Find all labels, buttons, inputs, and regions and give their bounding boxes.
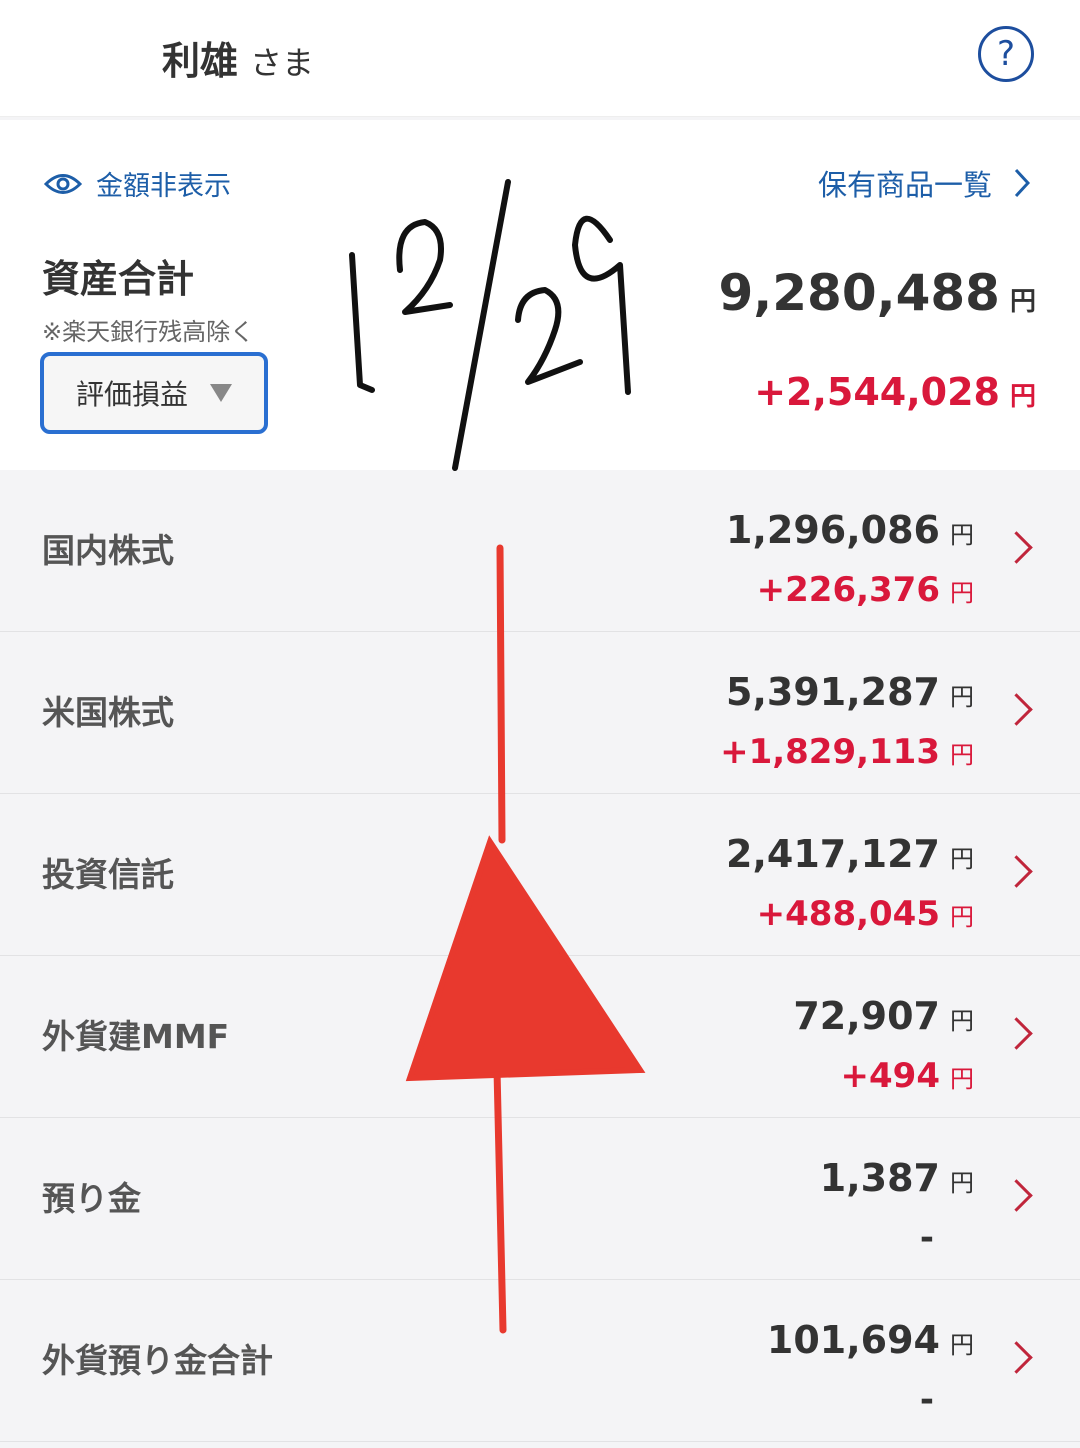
- asset-gain: +488,045 円: [757, 894, 974, 934]
- gain-value: +1,829,113: [720, 732, 940, 772]
- asset-row[interactable]: 外貨建MMF 72,907 円 +494 円: [0, 956, 1080, 1118]
- asset-gain: +226,376 円: [757, 570, 974, 610]
- honorific: さま: [250, 44, 315, 82]
- yen-unit: 円: [950, 1007, 974, 1035]
- asset-category-label: 外貨預り金合計: [42, 1341, 273, 1380]
- display-mode-value: 評価損益: [75, 378, 188, 411]
- asset-category-label: 投資信託: [42, 855, 174, 894]
- page-title: 資産合計: [42, 257, 195, 301]
- asset-category-label: 国内株式: [42, 531, 174, 570]
- asset-row[interactable]: 国内株式 1,296,086 円 +226,376 円: [0, 470, 1080, 632]
- gain-value: +226,376: [756, 570, 940, 610]
- gain-value: +2,544,028: [754, 370, 1000, 414]
- holdings-list-label: 保有商品一覧: [817, 168, 992, 202]
- yen-unit: 円: [1009, 287, 1036, 317]
- yen-unit: 円: [950, 521, 974, 549]
- amount-value: 72,907: [793, 994, 940, 1038]
- gain-value: -: [919, 1218, 934, 1258]
- hide-amount-label: 金額非表示: [96, 171, 231, 202]
- chevron-right-icon: [1000, 531, 1033, 564]
- yen-unit: 円: [1009, 382, 1036, 412]
- asset-category-label: 米国株式: [42, 693, 174, 732]
- hide-amount-toggle[interactable]: 金額非表示: [44, 164, 231, 203]
- asset-category-label: 外貨建MMF: [42, 1017, 230, 1056]
- yen-unit: 円: [950, 1331, 974, 1359]
- asset-category-list: 国内株式 1,296,086 円 +226,376 円 米国株式 5,391,287…: [0, 470, 1080, 1442]
- asset-row[interactable]: 外貨預り金合計 101,694 円 -: [0, 1280, 1080, 1442]
- asset-category-label: 預り金: [42, 1179, 141, 1218]
- yen-unit: 円: [950, 845, 974, 873]
- chevron-right-icon: [1000, 693, 1033, 726]
- asset-gain: +494 円: [841, 1056, 974, 1096]
- asset-gain: -: [920, 1380, 934, 1420]
- amount-value: 1,387: [819, 1156, 940, 1200]
- total-assets: 9,280,488 円: [718, 264, 1036, 322]
- yen-unit: 円: [950, 579, 974, 607]
- amount-value: 2,417,127: [726, 832, 940, 876]
- asset-amount: 72,907 円: [793, 994, 974, 1038]
- asset-gain: -: [920, 1218, 934, 1258]
- gain-value: -: [919, 1380, 934, 1420]
- asset-amount: 5,391,287 円: [726, 670, 974, 714]
- total-value: 9,280,488: [718, 264, 1000, 322]
- eye-icon: [44, 173, 82, 194]
- total-gain: +2,544,028 円: [754, 370, 1036, 414]
- asset-row[interactable]: 投資信託 2,417,127 円 +488,045 円: [0, 794, 1080, 956]
- chevron-right-icon: [1000, 855, 1033, 888]
- question-circle-icon: ?: [996, 34, 1016, 74]
- yen-unit: 円: [950, 1065, 974, 1093]
- user-name: 利雄: [162, 39, 239, 83]
- asset-gain: +1,829,113 円: [720, 732, 974, 772]
- display-mode-select[interactable]: 評価損益: [40, 352, 268, 434]
- header: 利雄 さま ?: [0, 0, 1080, 117]
- chevron-right-icon: [1014, 168, 1030, 198]
- chevron-right-icon: [1000, 1179, 1033, 1212]
- asset-amount: 2,417,127 円: [726, 832, 974, 876]
- amount-value: 1,296,086: [726, 508, 940, 552]
- gain-value: +494: [840, 1056, 940, 1096]
- chevron-right-icon: [1000, 1017, 1033, 1050]
- asset-amount: 1,387 円: [820, 1156, 974, 1200]
- exclusion-note: ※楽天銀行残高除く: [42, 318, 255, 346]
- asset-amount: 101,694 円: [767, 1318, 974, 1362]
- amount-value: 101,694: [766, 1318, 940, 1362]
- asset-row[interactable]: 預り金 1,387 円 -: [0, 1118, 1080, 1280]
- user-greeting: 利雄 さま: [162, 30, 314, 85]
- yen-unit: 円: [950, 903, 974, 931]
- chevron-right-icon: [1000, 1341, 1033, 1374]
- yen-unit: 円: [950, 683, 974, 711]
- yen-unit: 円: [950, 1169, 974, 1197]
- amount-value: 5,391,287: [726, 670, 940, 714]
- holdings-list-link[interactable]: 保有商品一覧: [818, 162, 1030, 204]
- gain-value: +488,045: [756, 894, 940, 934]
- dropdown-triangle-icon: [210, 384, 232, 402]
- asset-summary: 金額非表示 保有商品一覧 資産合計 ※楽天銀行残高除く 評価損益 9,280,4…: [0, 120, 1080, 470]
- yen-unit: 円: [950, 741, 974, 769]
- asset-amount: 1,296,086 円: [726, 508, 974, 552]
- asset-row[interactable]: 米国株式 5,391,287 円 +1,829,113 円: [0, 632, 1080, 794]
- help-button[interactable]: ?: [978, 26, 1034, 82]
